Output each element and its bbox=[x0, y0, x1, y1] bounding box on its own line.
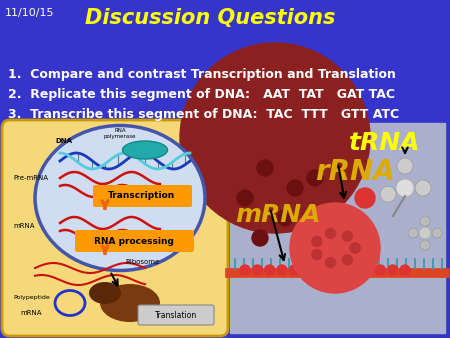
Circle shape bbox=[415, 180, 431, 196]
Text: Translation: Translation bbox=[155, 311, 197, 319]
Ellipse shape bbox=[122, 141, 167, 159]
Circle shape bbox=[265, 265, 274, 275]
Ellipse shape bbox=[100, 284, 160, 322]
Text: mRNA: mRNA bbox=[20, 310, 41, 316]
Circle shape bbox=[350, 243, 360, 253]
Circle shape bbox=[355, 188, 375, 208]
Circle shape bbox=[338, 265, 348, 275]
Text: rRNA: rRNA bbox=[315, 158, 395, 186]
Circle shape bbox=[396, 179, 414, 197]
Circle shape bbox=[312, 249, 322, 260]
Text: 11/10/15: 11/10/15 bbox=[5, 8, 54, 18]
Text: Transcription: Transcription bbox=[108, 192, 176, 200]
Circle shape bbox=[297, 220, 313, 236]
Circle shape bbox=[307, 170, 323, 186]
Circle shape bbox=[252, 230, 268, 246]
Ellipse shape bbox=[89, 282, 121, 304]
Text: 2.  Replicate this segment of DNA:   AAT  TAT   GAT TAC: 2. Replicate this segment of DNA: AAT TA… bbox=[8, 88, 395, 101]
Circle shape bbox=[432, 228, 442, 238]
Text: 1.  Compare and contrast Transcription and Translation: 1. Compare and contrast Transcription an… bbox=[8, 68, 396, 81]
Circle shape bbox=[388, 265, 398, 275]
Circle shape bbox=[325, 258, 336, 268]
Text: RNA
polymerase: RNA polymerase bbox=[104, 128, 136, 139]
Circle shape bbox=[314, 265, 324, 275]
Circle shape bbox=[420, 240, 430, 250]
Circle shape bbox=[180, 43, 370, 233]
Text: Pre-mRNA: Pre-mRNA bbox=[13, 175, 48, 181]
Circle shape bbox=[342, 255, 352, 265]
Circle shape bbox=[420, 216, 430, 226]
Text: mRNA: mRNA bbox=[235, 203, 320, 227]
Circle shape bbox=[400, 265, 410, 275]
Text: tRNA: tRNA bbox=[348, 131, 420, 155]
Circle shape bbox=[252, 265, 262, 275]
Circle shape bbox=[351, 265, 361, 275]
FancyBboxPatch shape bbox=[2, 120, 228, 336]
Circle shape bbox=[375, 265, 385, 275]
FancyBboxPatch shape bbox=[93, 185, 192, 207]
Circle shape bbox=[380, 186, 396, 202]
Text: Ribosome: Ribosome bbox=[125, 259, 159, 265]
Text: Discussion Questions: Discussion Questions bbox=[85, 8, 335, 28]
Circle shape bbox=[312, 237, 322, 246]
Text: RNA processing: RNA processing bbox=[94, 237, 174, 245]
Circle shape bbox=[408, 228, 418, 238]
FancyBboxPatch shape bbox=[138, 305, 214, 325]
Circle shape bbox=[277, 265, 287, 275]
Circle shape bbox=[257, 160, 273, 176]
Bar bbox=[5, 123, 225, 333]
Bar bbox=[230, 123, 445, 333]
Circle shape bbox=[325, 228, 336, 238]
Circle shape bbox=[289, 265, 299, 275]
Circle shape bbox=[240, 265, 250, 275]
Circle shape bbox=[397, 158, 413, 174]
Circle shape bbox=[290, 203, 380, 293]
Circle shape bbox=[326, 265, 336, 275]
Text: mRNA: mRNA bbox=[13, 223, 35, 229]
Text: Polypeptide: Polypeptide bbox=[13, 295, 50, 300]
Text: 3.  Transcribe this segment of DNA:  TAC  TTT   GTT ATC: 3. Transcribe this segment of DNA: TAC T… bbox=[8, 108, 399, 121]
FancyBboxPatch shape bbox=[75, 230, 194, 252]
Circle shape bbox=[237, 190, 253, 206]
Circle shape bbox=[287, 180, 303, 196]
Circle shape bbox=[277, 210, 293, 226]
Circle shape bbox=[419, 227, 431, 239]
Circle shape bbox=[302, 265, 311, 275]
Circle shape bbox=[363, 265, 373, 275]
Circle shape bbox=[350, 243, 360, 253]
Ellipse shape bbox=[35, 125, 205, 270]
Circle shape bbox=[342, 231, 352, 241]
Text: DNA: DNA bbox=[55, 138, 72, 144]
